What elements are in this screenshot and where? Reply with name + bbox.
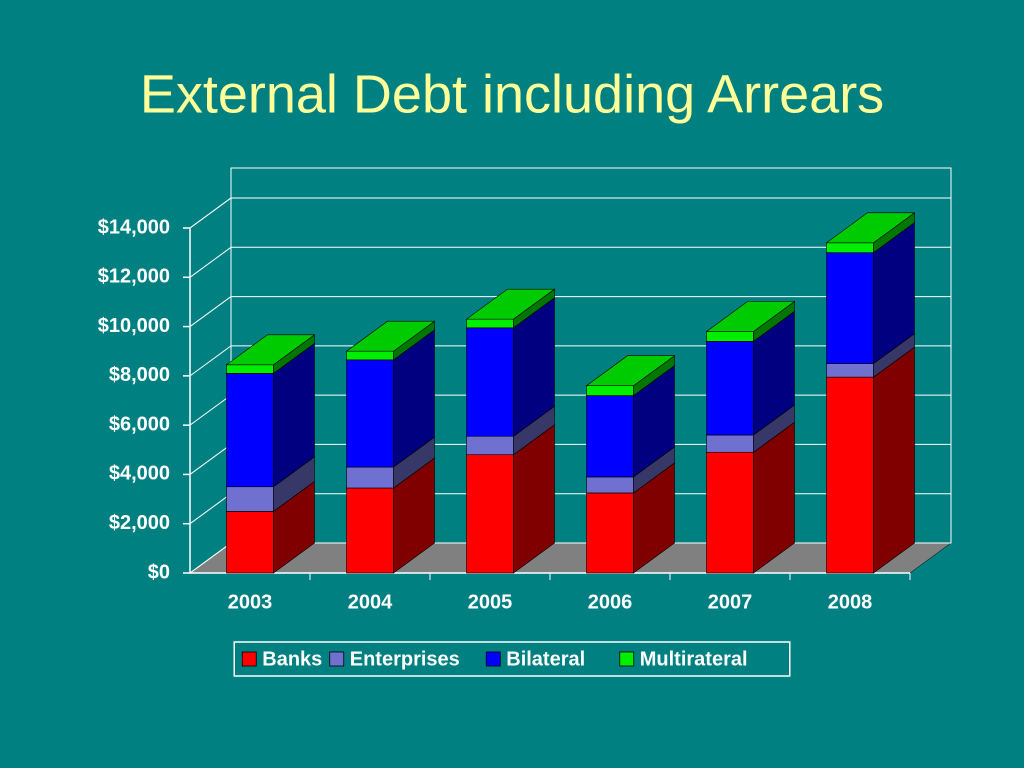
bar (226, 373, 274, 488)
bar (346, 359, 394, 468)
legend-swatch (619, 651, 635, 667)
grid-line (189, 345, 232, 377)
legend-label: Multirateral (640, 648, 748, 670)
bar (586, 492, 634, 574)
bar (586, 395, 634, 478)
y-tick-label: $10,000 (98, 315, 170, 337)
legend-label: Banks (262, 648, 322, 670)
y-tick-label: $14,000 (98, 216, 170, 238)
bar (466, 454, 514, 574)
bar (826, 363, 874, 378)
bar (826, 242, 874, 253)
bar (826, 376, 874, 574)
grid-line (189, 296, 232, 327)
y-tick-label: $8,000 (109, 364, 170, 386)
bar (586, 385, 634, 396)
y-tick-label: $0 (148, 561, 170, 583)
bar (706, 341, 754, 436)
x-tick-label: 2007 (708, 591, 753, 613)
x-tick-label: 2008 (828, 591, 873, 613)
bar (226, 486, 274, 512)
legend-swatch (329, 651, 345, 667)
bar (226, 511, 274, 574)
x-tick-label: 2004 (348, 591, 393, 613)
grid-line (189, 197, 232, 229)
bar-side (873, 346, 915, 574)
grid-line (189, 444, 232, 475)
bar-top (465, 288, 556, 320)
bar (706, 331, 754, 342)
x-tick-label: 2003 (228, 591, 273, 613)
y-tick-label: $2,000 (109, 512, 170, 534)
x-tick-label: 2005 (468, 591, 513, 613)
bar (226, 364, 274, 374)
legend-swatch (485, 651, 501, 667)
grid-line (189, 542, 232, 574)
bar (346, 487, 394, 574)
bar (586, 476, 634, 494)
bar (706, 434, 754, 453)
bar-top (345, 320, 436, 352)
bar (826, 252, 874, 364)
legend-swatch (241, 651, 257, 667)
grid-line (189, 394, 232, 426)
bar-top (585, 355, 676, 387)
legend (233, 641, 791, 677)
y-tick-label: $6,000 (109, 413, 170, 435)
chart-title: External Debt including Arrears (140, 64, 884, 124)
legend-label: Enterprises (350, 648, 460, 670)
legend-label: Bilateral (506, 648, 585, 670)
bar (466, 318, 514, 329)
y-tick-label: $4,000 (109, 463, 170, 485)
bar (346, 466, 394, 489)
x-tick-label: 2006 (588, 591, 633, 613)
grid-line (189, 493, 232, 525)
bar (706, 451, 754, 574)
grid-line (189, 246, 232, 278)
bar-top (225, 334, 316, 366)
bar-top (705, 301, 796, 332)
bar (466, 435, 514, 456)
bar (346, 350, 394, 361)
bar-top (825, 212, 916, 244)
y-tick-label: $12,000 (98, 266, 170, 288)
bar (466, 327, 514, 437)
